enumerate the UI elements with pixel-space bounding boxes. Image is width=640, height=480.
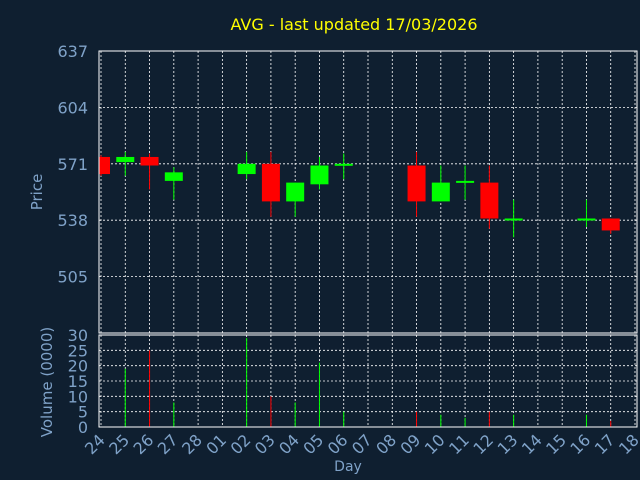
x-axis-label: Day xyxy=(334,459,362,475)
price-tick-label: 571 xyxy=(57,155,88,174)
volume-tick-label: 20 xyxy=(68,357,88,376)
candle-body xyxy=(577,218,596,221)
x-tick-labels: 2425262728010203040506070809101112131415… xyxy=(81,430,640,458)
volume-tick-label: 0 xyxy=(78,418,88,437)
volume-tick-label: 15 xyxy=(68,372,88,391)
candle-body xyxy=(431,182,450,202)
price-plot-frame xyxy=(98,50,638,334)
candlestick-series xyxy=(99,151,620,238)
volume-plot-frame xyxy=(98,334,638,428)
volume-tick-label: 10 xyxy=(68,387,88,406)
volume-tick-label: 25 xyxy=(68,341,88,360)
candle-body xyxy=(456,180,475,183)
price-axis-label: Price xyxy=(28,174,46,211)
candle-body xyxy=(286,182,305,202)
candle-body xyxy=(407,165,426,202)
price-tick-labels: 637 604 571 538 505 xyxy=(57,42,88,287)
candle-body xyxy=(480,182,499,219)
volume-axis-label: Volume (0000) xyxy=(38,327,56,437)
candle-body xyxy=(99,156,110,175)
candle-body xyxy=(601,218,620,231)
candle-body xyxy=(140,156,159,166)
candle-body xyxy=(116,156,135,163)
price-tick-label: 604 xyxy=(57,98,88,117)
candle-body xyxy=(310,165,329,185)
price-tick-label: 538 xyxy=(57,211,88,230)
candle-body xyxy=(261,163,280,202)
chart-title: AVG - last updated 17/03/2026 xyxy=(231,15,478,34)
volume-tick-label: 30 xyxy=(68,326,88,345)
volume-tick-label: 5 xyxy=(78,403,88,422)
volume-series xyxy=(124,338,612,427)
price-grid xyxy=(99,50,637,333)
candle-body xyxy=(504,218,523,221)
candle-body xyxy=(164,172,183,181)
x-tick-label: 18 xyxy=(615,430,640,458)
price-tick-label: 505 xyxy=(57,268,88,287)
candle-body xyxy=(237,163,256,175)
volume-grid xyxy=(99,335,637,427)
price-tick-label: 637 xyxy=(57,42,88,61)
candle-body xyxy=(334,163,353,166)
